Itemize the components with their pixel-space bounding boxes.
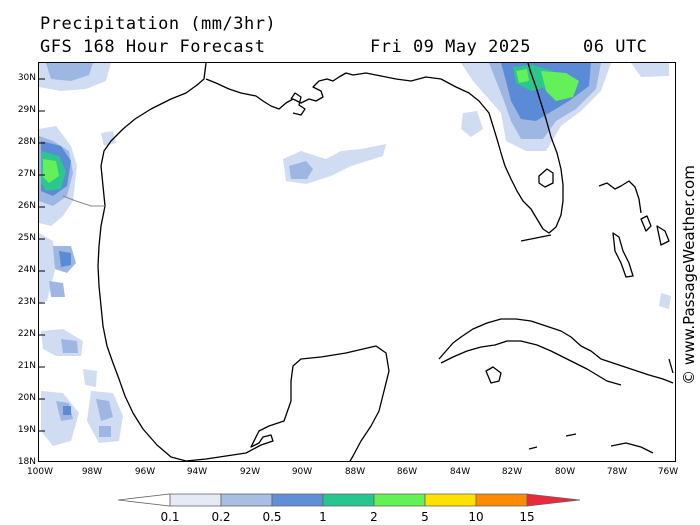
lat-label-21n: 21N xyxy=(17,361,36,371)
lon-label-88w: 88W xyxy=(344,467,366,477)
lat-label-24n: 24N xyxy=(17,265,36,275)
lon-label-92w: 92W xyxy=(239,467,261,477)
lat-label-22n: 22N xyxy=(17,329,36,339)
legend-swatch-15 xyxy=(526,493,581,507)
map-title: Precipitation (mm/3hr) xyxy=(40,14,277,34)
legend-label-0.1: 0.1 xyxy=(160,510,180,524)
model-label: GFS 168 Hour Forecast xyxy=(40,37,266,57)
legend-label-0.5: 0.5 xyxy=(262,510,282,524)
lat-label-28n: 28N xyxy=(17,137,36,147)
lat-label-23n: 23N xyxy=(17,297,36,307)
legend-swatch-0.2 xyxy=(220,493,273,507)
legend-label-10: 10 xyxy=(468,510,484,524)
lon-label-96w: 96W xyxy=(134,467,156,477)
legend-label-5: 5 xyxy=(421,510,429,524)
lat-label-20n: 20N xyxy=(17,393,36,403)
lat-label-19n: 19N xyxy=(17,425,36,435)
map-canvas xyxy=(39,63,674,461)
credit-text: © www.PassageWeather.com xyxy=(680,165,698,385)
lon-label-86w: 86W xyxy=(396,467,418,477)
forecast-time: 06 UTC xyxy=(583,37,648,57)
legend-label-2: 2 xyxy=(370,510,378,524)
lon-label-80w: 80W xyxy=(554,467,576,477)
legend-swatch-below-0.1 xyxy=(118,493,171,507)
legend-swatch-1 xyxy=(322,493,375,507)
legend-label-1: 1 xyxy=(319,510,327,524)
legend-swatch-10 xyxy=(475,493,528,507)
lat-label-25n: 25N xyxy=(17,233,36,243)
lon-label-84w: 84W xyxy=(449,467,471,477)
coastlines xyxy=(97,63,674,461)
lon-label-90w: 90W xyxy=(291,467,313,477)
precip-green-areas xyxy=(43,69,579,183)
legend-colorbar xyxy=(118,493,581,507)
lon-label-98w: 98W xyxy=(81,467,103,477)
legend-swatch-2 xyxy=(373,493,426,507)
lon-label-82w: 82W xyxy=(501,467,523,477)
legend-swatch-0.1 xyxy=(169,493,222,507)
legend-swatch-0.5 xyxy=(271,493,324,507)
legend-label-15: 15 xyxy=(519,510,535,524)
forecast-date: Fri 09 May 2025 xyxy=(370,37,532,57)
precip-mid-areas xyxy=(39,63,601,437)
lat-label-18n: 18N xyxy=(17,457,36,467)
lon-label-100w: 100W xyxy=(26,467,54,477)
legend-label-0.2: 0.2 xyxy=(211,510,231,524)
lat-label-30n: 30N xyxy=(17,73,36,83)
lat-label-27n: 27N xyxy=(17,169,36,179)
lon-label-76w: 76W xyxy=(657,467,679,477)
lon-label-78w: 78W xyxy=(606,467,628,477)
lat-label-29n: 29N xyxy=(17,105,36,115)
border-line xyxy=(62,195,105,207)
lon-label-94w: 94W xyxy=(186,467,208,477)
lat-label-26n: 26N xyxy=(17,201,36,211)
lat-ticks xyxy=(39,78,45,432)
legend-swatch-5 xyxy=(424,493,477,507)
precipitation-map[interactable] xyxy=(38,62,676,462)
